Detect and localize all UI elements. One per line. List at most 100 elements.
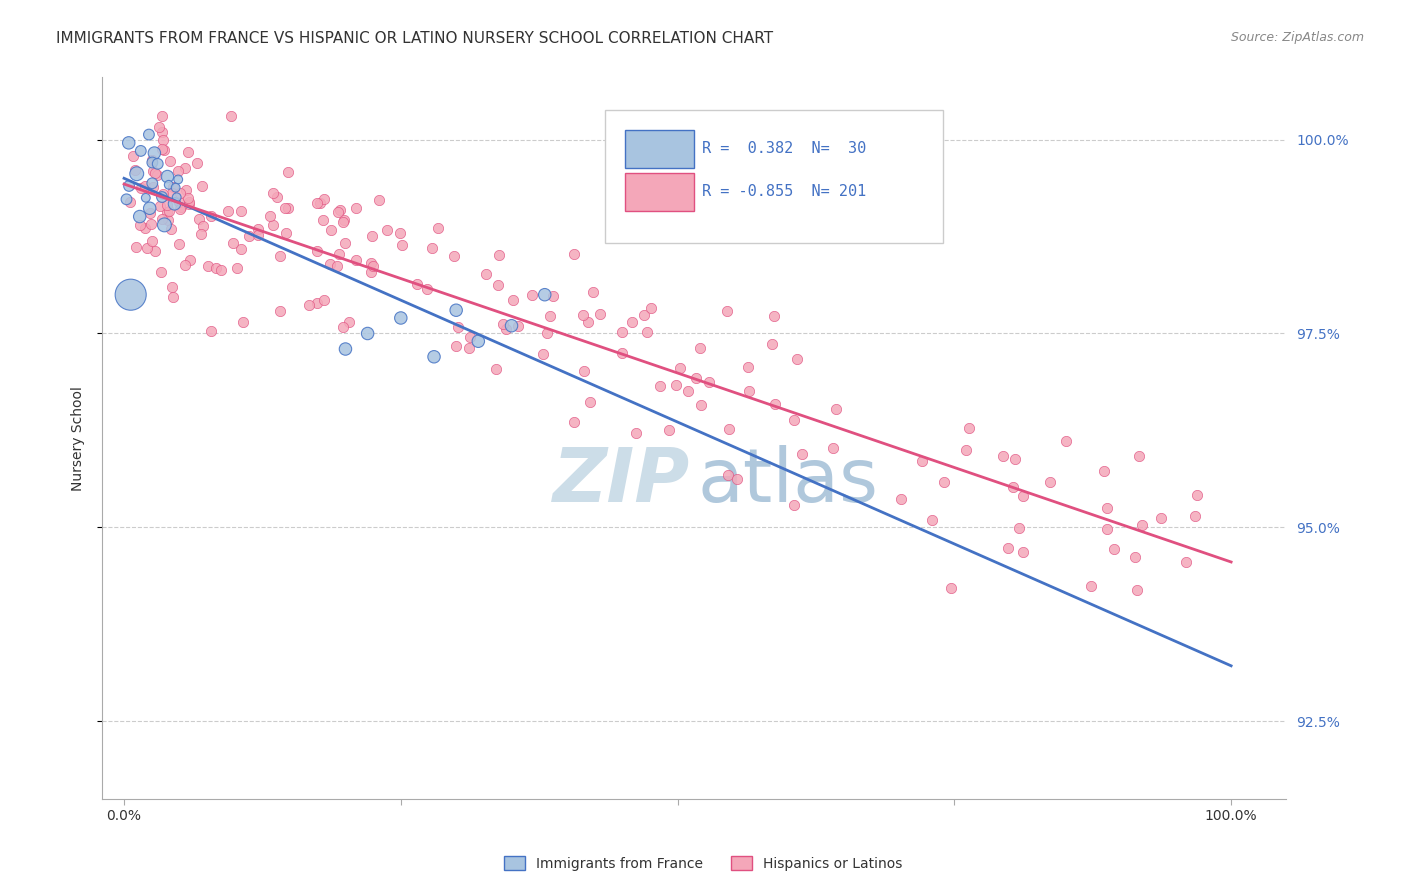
Point	[238, 228, 260, 243]
Point	[157, 178, 180, 192]
Point	[167, 195, 190, 210]
Point	[665, 377, 688, 392]
Point	[217, 204, 239, 219]
Point	[326, 259, 349, 273]
Point	[536, 326, 558, 340]
Point	[738, 384, 761, 399]
Point	[204, 261, 226, 276]
Point	[314, 192, 336, 206]
Point	[160, 186, 183, 201]
Point	[624, 425, 647, 440]
FancyBboxPatch shape	[626, 130, 695, 168]
Point	[636, 326, 658, 340]
Point	[149, 199, 172, 213]
Point	[305, 244, 328, 258]
Point	[309, 195, 332, 210]
Point	[179, 252, 201, 267]
Point	[1184, 509, 1206, 524]
Point	[782, 498, 804, 512]
Point	[1097, 500, 1119, 515]
Point	[360, 256, 382, 270]
Point	[190, 179, 212, 194]
Point	[368, 193, 391, 207]
Point	[589, 307, 612, 321]
Point	[150, 142, 173, 156]
Point	[388, 226, 411, 240]
Point	[690, 398, 713, 412]
Point	[152, 186, 174, 201]
Point	[689, 341, 711, 355]
Point	[143, 146, 166, 161]
Point	[790, 447, 813, 461]
Point	[344, 201, 367, 215]
Point	[921, 513, 943, 527]
Point	[262, 218, 284, 232]
Point	[150, 125, 173, 139]
Point	[143, 166, 166, 180]
Point	[166, 190, 188, 204]
Point	[162, 290, 184, 304]
Point	[491, 317, 513, 331]
Point	[150, 265, 173, 279]
Point	[269, 249, 291, 263]
Text: Source: ZipAtlas.com: Source: ZipAtlas.com	[1230, 31, 1364, 45]
Point	[1187, 488, 1209, 502]
Point	[247, 221, 270, 235]
Point	[122, 149, 145, 163]
Point	[156, 169, 179, 184]
Point	[1150, 511, 1173, 525]
Point	[997, 541, 1019, 555]
Point	[125, 167, 148, 181]
Point	[186, 156, 208, 170]
Point	[312, 213, 335, 227]
Point	[152, 133, 174, 147]
Point	[650, 378, 672, 392]
Text: IMMIGRANTS FROM FRANCE VS HISPANIC OR LATINO NURSERY SCHOOL CORRELATION CHART: IMMIGRANTS FROM FRANCE VS HISPANIC OR LA…	[56, 31, 773, 46]
Point	[444, 303, 467, 318]
Point	[502, 293, 524, 307]
Point	[501, 318, 523, 333]
Point	[426, 221, 449, 235]
Point	[305, 196, 328, 211]
FancyBboxPatch shape	[606, 110, 943, 244]
Point	[152, 109, 174, 123]
Point	[124, 163, 146, 178]
Point	[361, 228, 384, 243]
Point	[148, 120, 170, 134]
Point	[129, 144, 152, 158]
Point	[633, 308, 655, 322]
Point	[420, 241, 443, 255]
Point	[128, 210, 150, 224]
Point	[167, 172, 190, 186]
Point	[314, 293, 336, 308]
Point	[141, 155, 163, 169]
Point	[229, 243, 252, 257]
Point	[360, 265, 382, 279]
Text: atlas: atlas	[697, 445, 879, 518]
Point	[761, 336, 783, 351]
Point	[582, 285, 605, 300]
Point	[152, 211, 174, 226]
Point	[138, 128, 160, 142]
Point	[508, 318, 530, 333]
Point	[177, 197, 200, 211]
Point	[129, 180, 152, 194]
Point	[824, 401, 846, 416]
Point	[640, 301, 662, 316]
Point	[169, 186, 191, 201]
Point	[488, 248, 510, 262]
Point	[200, 210, 222, 224]
Point	[165, 180, 187, 194]
Point	[495, 322, 517, 336]
Point	[571, 308, 593, 322]
Point	[159, 154, 181, 169]
Point	[157, 213, 180, 227]
Point	[1095, 522, 1118, 536]
Point	[332, 212, 354, 227]
Point	[231, 204, 253, 219]
Point	[1102, 542, 1125, 557]
Point	[486, 278, 509, 293]
Point	[174, 183, 197, 197]
Point	[716, 467, 738, 482]
Point	[262, 186, 284, 200]
